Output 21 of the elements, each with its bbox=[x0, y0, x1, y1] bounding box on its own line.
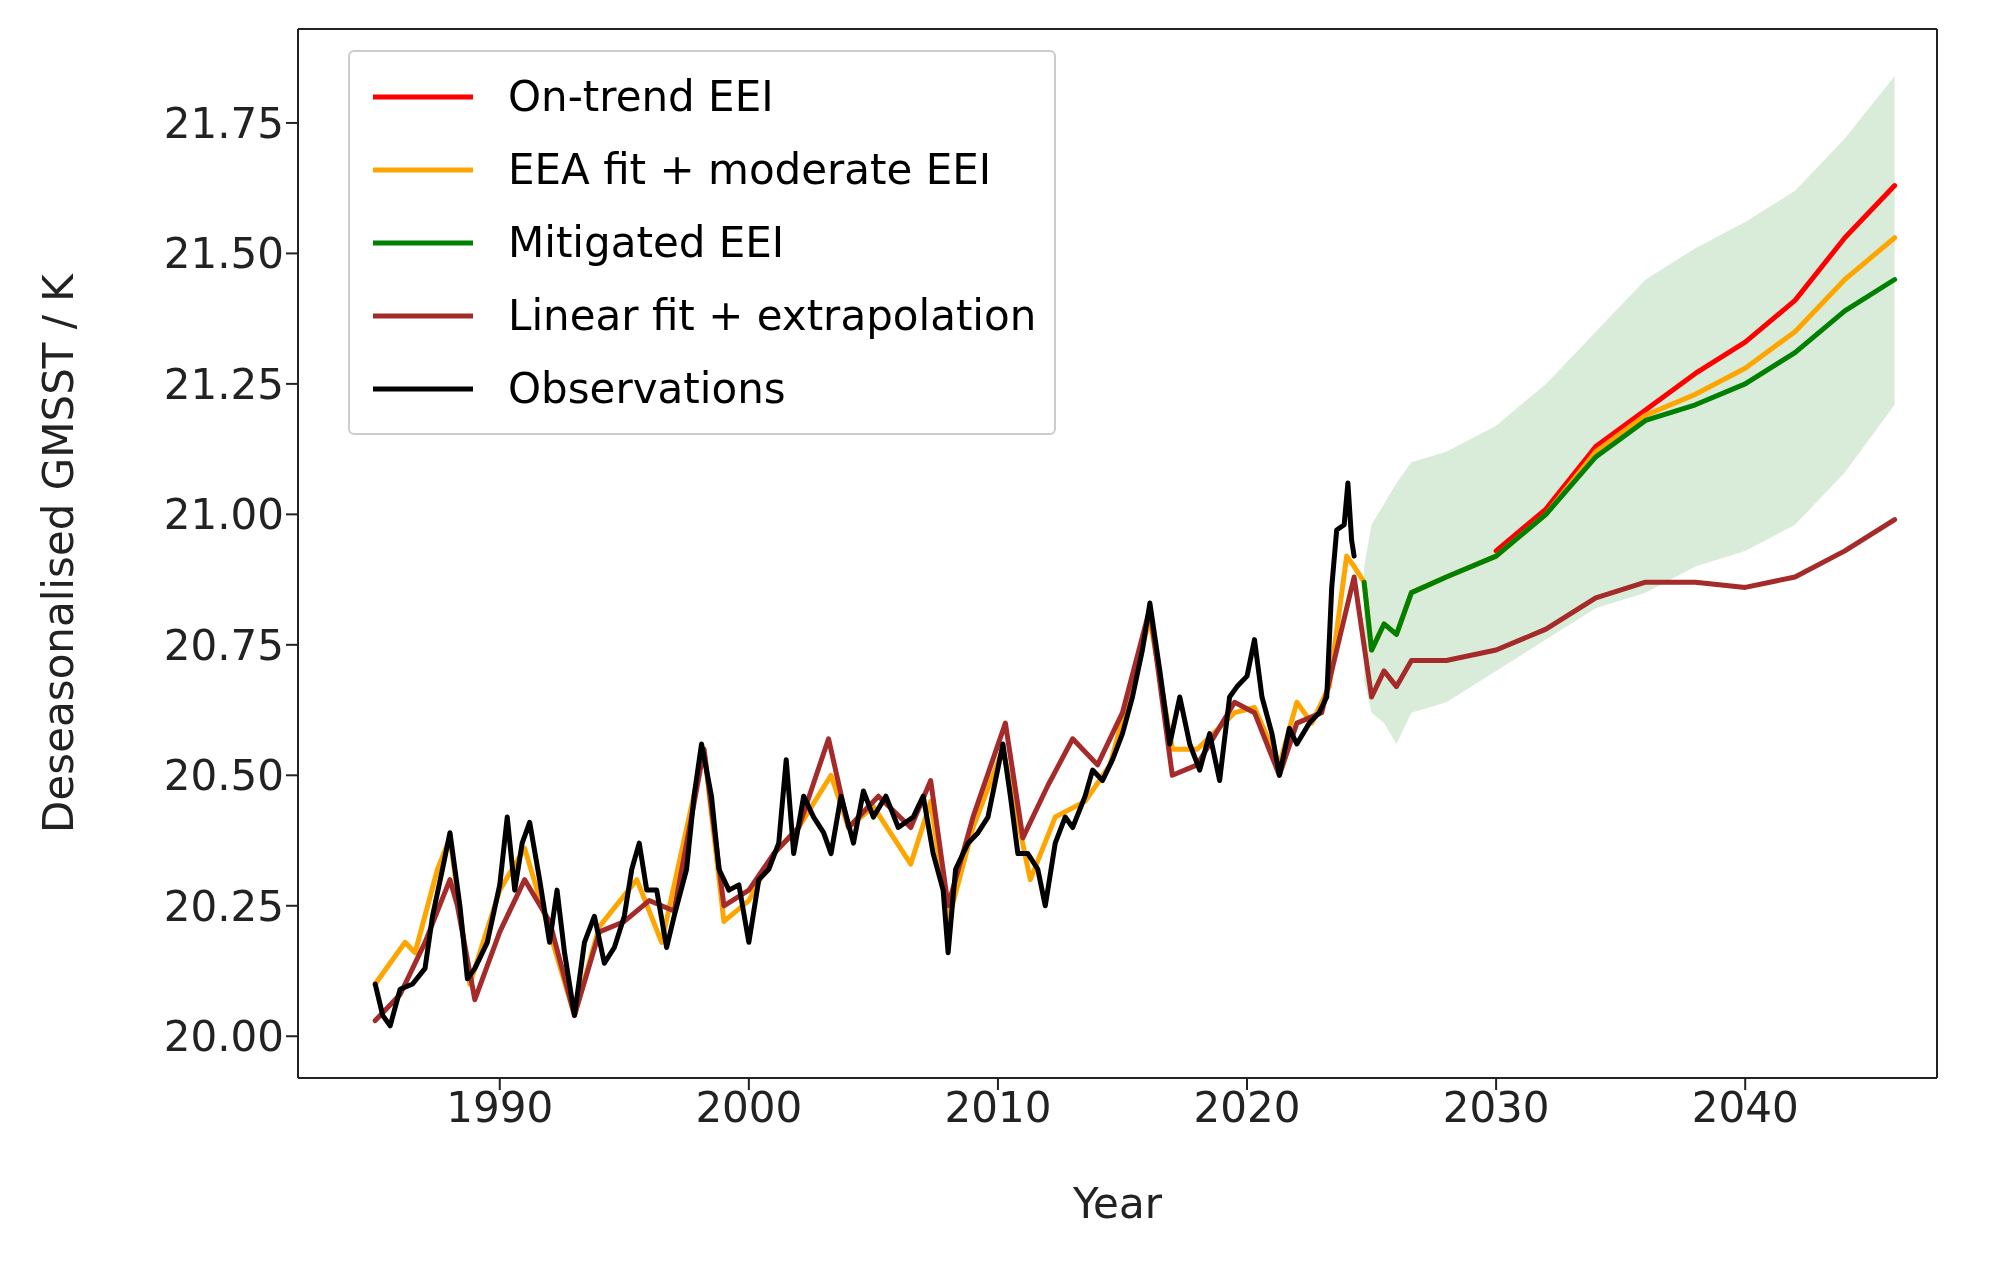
y-tick-label: 20.25 bbox=[163, 881, 284, 931]
y-tick-label: 21.50 bbox=[163, 229, 284, 279]
x-tick-label: 2020 bbox=[1193, 1082, 1301, 1132]
x-tick-label: 2030 bbox=[1442, 1082, 1550, 1132]
legend-label: EEA fit + moderate EEI bbox=[508, 145, 992, 194]
y-tick-label: 21.25 bbox=[163, 359, 284, 409]
y-tick-label: 21.00 bbox=[163, 490, 284, 540]
legend-label: On-trend EEI bbox=[508, 72, 774, 121]
y-tick-label: 20.00 bbox=[163, 1012, 284, 1062]
x-tick-label: 2040 bbox=[1691, 1082, 1799, 1132]
y-axis-title: Deseasonalised GMSST / K bbox=[33, 272, 83, 833]
legend-label: Observations bbox=[508, 364, 786, 413]
x-tick-label: 2010 bbox=[944, 1082, 1052, 1132]
x-tick-label: 2000 bbox=[695, 1082, 803, 1132]
y-tick-label: 21.75 bbox=[163, 98, 284, 148]
x-tick-label: 1990 bbox=[446, 1082, 554, 1132]
legend-label: Mitigated EEI bbox=[508, 218, 785, 267]
y-tick-label: 20.50 bbox=[163, 751, 284, 801]
legend-label: Linear fit + extrapolation bbox=[508, 291, 1037, 340]
y-tick-label: 20.75 bbox=[163, 620, 284, 670]
x-axis-title: Year bbox=[1072, 1179, 1163, 1228]
